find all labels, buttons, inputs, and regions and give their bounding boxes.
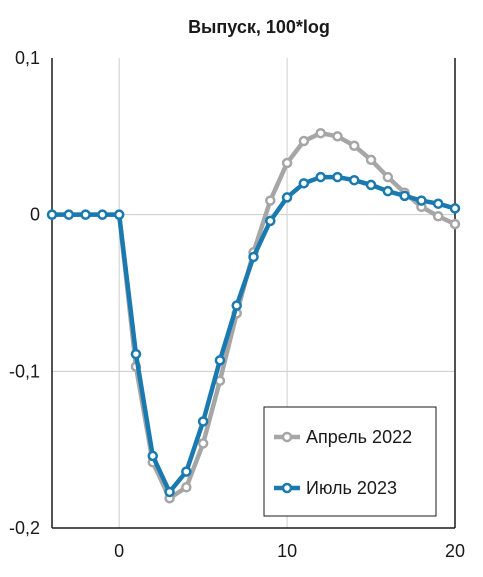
data-point: [332, 131, 343, 142]
data-point: [315, 171, 326, 183]
data-point: [46, 209, 58, 220]
data-point: [80, 209, 91, 220]
data-point: [63, 209, 75, 220]
data-point: [315, 127, 326, 139]
data-point: [382, 185, 394, 197]
data-point: [265, 195, 276, 206]
data-point: [365, 154, 377, 166]
data-point: [449, 218, 461, 230]
data-point: [449, 203, 461, 214]
legend-label: Апрель 2022: [306, 427, 412, 447]
chart-title: Выпуск, 100*log: [188, 17, 330, 37]
data-point: [432, 210, 444, 222]
data-point: [365, 179, 377, 191]
data-point: [164, 486, 175, 498]
data-point: [265, 215, 276, 227]
data-point: [432, 198, 444, 209]
data-point: [416, 195, 427, 206]
data-point: [231, 300, 242, 311]
data-point: [147, 450, 158, 462]
data-point: [298, 178, 310, 189]
data-point: [382, 171, 394, 183]
y-tick-label: 0: [30, 205, 40, 225]
data-point: [113, 209, 125, 220]
data-point: [197, 416, 209, 427]
legend-box: [263, 406, 437, 517]
series-2: [46, 171, 461, 498]
y-tick-label: -0,1: [9, 361, 40, 381]
data-point: [197, 438, 209, 449]
data-point: [349, 140, 360, 151]
x-tick-label: 10: [277, 541, 297, 561]
data-point: [181, 466, 192, 477]
legend-label: Июль 2023: [306, 478, 397, 498]
x-tick-label: 20: [445, 541, 465, 561]
data-point: [97, 209, 108, 220]
data-point: [248, 251, 259, 263]
data-point: [332, 171, 343, 183]
data-point: [281, 192, 293, 203]
y-tick-label: -0,2: [9, 518, 40, 538]
x-tick-label: 0: [114, 541, 124, 561]
legend-swatch-marker: [281, 431, 293, 443]
data-point: [281, 157, 293, 169]
y-tick-label: 0,1: [15, 48, 40, 68]
data-point: [130, 348, 142, 360]
legend: Апрель 2022 Июль 2023: [263, 406, 437, 517]
legend-swatch-marker: [281, 482, 293, 494]
data-point: [399, 190, 410, 202]
data-point: [181, 482, 192, 493]
data-point: [214, 355, 226, 366]
data-point: [349, 174, 360, 186]
data-point: [298, 135, 310, 147]
